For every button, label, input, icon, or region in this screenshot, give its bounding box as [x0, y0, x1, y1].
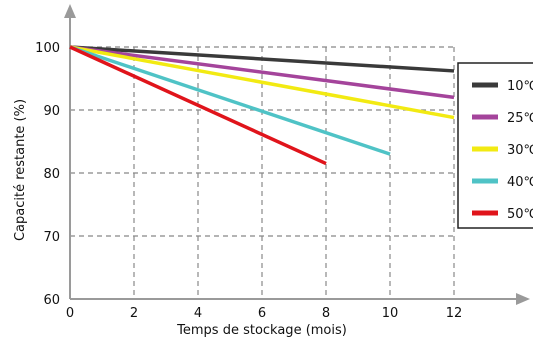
x-tick-label: 0	[66, 306, 74, 321]
x-tick-label: 12	[446, 306, 463, 321]
series-line	[69, 45, 455, 120]
tick-labels: 0 2 4 6 8 10 12 60 70 80 90 100	[35, 41, 462, 321]
y-tick-label: 90	[43, 104, 60, 119]
x-axis-arrow	[516, 293, 530, 305]
series-line	[69, 45, 327, 166]
legend-label: 25℃	[507, 111, 533, 126]
y-tick-label: 100	[35, 41, 60, 56]
y-axis-arrow	[64, 4, 76, 18]
x-tick-label: 6	[258, 306, 266, 321]
legend-label: 40℃	[507, 175, 533, 190]
legend-label: 10℃	[507, 79, 533, 94]
legend: 10℃ 25℃ 30℃ 40℃ 50℃	[457, 62, 533, 229]
x-tick-label: 8	[322, 306, 330, 321]
y-axis-title: Capacité restante (%)	[13, 99, 28, 241]
x-tick-label: 4	[194, 306, 202, 321]
legend-label: 30℃	[507, 143, 533, 158]
legend-box	[457, 62, 533, 229]
x-tick-label: 10	[382, 306, 399, 321]
y-tick-label: 70	[43, 230, 60, 245]
series-line	[69, 45, 455, 100]
axes	[64, 4, 530, 305]
y-tick-label: 80	[43, 167, 60, 182]
series-line	[69, 45, 455, 73]
x-axis-title: Temps de stockage (mois)	[176, 323, 347, 338]
data-series	[69, 45, 455, 166]
series-line	[69, 45, 391, 156]
legend-label: 50℃	[507, 207, 533, 222]
grid-lines	[70, 46, 455, 299]
x-tick-label: 2	[130, 306, 138, 321]
y-tick-label: 60	[43, 293, 60, 308]
